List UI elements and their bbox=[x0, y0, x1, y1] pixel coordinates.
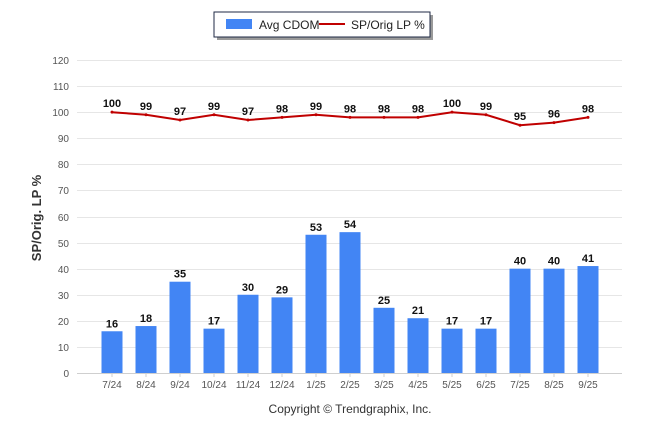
y-axis-label: SP/Orig. LP % bbox=[29, 174, 44, 261]
bar-data-label: 18 bbox=[140, 313, 152, 325]
line-point bbox=[246, 118, 250, 122]
line-point bbox=[586, 115, 590, 119]
y-tick-label: 80 bbox=[58, 160, 70, 171]
x-tick-label: 12/24 bbox=[269, 380, 294, 391]
bar bbox=[101, 331, 123, 373]
bar-data-label: 40 bbox=[514, 256, 526, 268]
bar-series: 16 18 35 17 30 29 53 54 25 21 17 17 40 40 41 bbox=[101, 219, 599, 373]
line-data-label: 98 bbox=[344, 103, 356, 115]
y-tick-label: 110 bbox=[53, 82, 69, 93]
y-tick-label: 40 bbox=[58, 265, 70, 276]
y-tick-label: 60 bbox=[58, 213, 70, 224]
bar bbox=[407, 318, 429, 373]
line-data-label: 99 bbox=[208, 101, 220, 113]
line-point bbox=[110, 110, 114, 114]
bar-data-label: 29 bbox=[276, 284, 288, 296]
bar-data-label: 16 bbox=[106, 318, 118, 330]
bar-data-label: 41 bbox=[582, 253, 594, 265]
line-data-label: 98 bbox=[378, 103, 390, 115]
bar bbox=[475, 328, 497, 373]
x-tick-label: 1/25 bbox=[306, 380, 326, 391]
bar-data-label: 17 bbox=[446, 316, 458, 328]
bar bbox=[339, 232, 361, 373]
x-tick-label: 4/25 bbox=[408, 380, 428, 391]
y-tick-label: 50 bbox=[58, 239, 70, 250]
line-point bbox=[552, 121, 556, 125]
x-tick-label: 9/25 bbox=[578, 380, 598, 391]
x-tick-label: 3/25 bbox=[374, 380, 394, 391]
line-point bbox=[484, 113, 488, 117]
legend-label-sp-orig-lp: SP/Orig LP % bbox=[351, 18, 425, 32]
y-tick-label: 10 bbox=[58, 343, 70, 354]
x-tick-label: 11/24 bbox=[236, 380, 261, 391]
bar-data-label: 53 bbox=[310, 222, 322, 234]
line-point bbox=[518, 123, 522, 127]
bar bbox=[543, 268, 565, 373]
legend-label-avg-cdom: Avg CDOM bbox=[259, 18, 319, 32]
line-data-label: 97 bbox=[242, 106, 254, 118]
legend-swatch-avg-cdom bbox=[226, 19, 252, 29]
line-data-label: 100 bbox=[443, 98, 461, 110]
copyright-text: Copyright © Trendgraphix, Inc. bbox=[269, 402, 432, 416]
x-tick-label: 2/25 bbox=[340, 380, 360, 391]
bar bbox=[305, 234, 327, 373]
y-tick-label: 70 bbox=[58, 186, 70, 197]
line-point bbox=[348, 115, 352, 119]
line-point bbox=[450, 110, 454, 114]
line-data-label: 97 bbox=[174, 106, 186, 118]
y-axis-ticks: 0 10 20 30 40 50 60 70 80 90 100 110 120 bbox=[52, 56, 69, 380]
x-tick-label: 8/25 bbox=[544, 380, 564, 391]
bar bbox=[271, 297, 293, 373]
x-tick-label: 6/25 bbox=[476, 380, 496, 391]
y-tick-label: 90 bbox=[58, 134, 70, 145]
x-tick-label: 7/24 bbox=[102, 380, 122, 391]
bar bbox=[203, 328, 225, 373]
line-series: 100 99 97 99 97 98 99 98 98 98 100 99 95 96 98 bbox=[103, 98, 594, 127]
bar bbox=[373, 307, 395, 373]
line-point bbox=[212, 113, 216, 117]
line-data-label: 99 bbox=[480, 101, 492, 113]
bar-data-label: 30 bbox=[242, 282, 254, 294]
bar bbox=[441, 328, 463, 373]
bar-data-label: 54 bbox=[344, 219, 357, 231]
bar-data-label: 17 bbox=[208, 316, 220, 328]
line-point bbox=[382, 115, 386, 119]
x-tick-label: 10/24 bbox=[201, 380, 226, 391]
x-tick-label: 9/24 bbox=[170, 380, 190, 391]
line-point bbox=[416, 115, 420, 119]
line-data-label: 95 bbox=[514, 111, 526, 123]
bar-data-label: 25 bbox=[378, 295, 390, 307]
line-data-label: 99 bbox=[140, 101, 152, 113]
bar-data-label: 35 bbox=[174, 269, 186, 281]
line-data-label: 98 bbox=[276, 103, 288, 115]
y-tick-label: 100 bbox=[52, 108, 69, 119]
bar-data-label: 21 bbox=[412, 305, 424, 317]
line-point bbox=[178, 118, 182, 122]
x-tick-label: 8/24 bbox=[136, 380, 156, 391]
y-tick-label: 0 bbox=[63, 369, 69, 380]
bar bbox=[169, 281, 191, 373]
legend: Avg CDOM SP/Orig LP % bbox=[213, 11, 433, 40]
line-data-label: 96 bbox=[548, 109, 560, 121]
bar-data-label: 40 bbox=[548, 256, 560, 268]
line-point bbox=[314, 113, 318, 117]
bar bbox=[577, 266, 599, 373]
line-data-label: 98 bbox=[582, 103, 594, 115]
line-data-label: 99 bbox=[310, 101, 322, 113]
line-data-label: 100 bbox=[103, 98, 121, 110]
x-tick-label: 7/25 bbox=[510, 380, 530, 391]
y-tick-label: 20 bbox=[58, 317, 70, 328]
x-axis-ticks: 7/24 8/24 9/24 10/24 11/24 12/24 1/25 2/25 3/25 4… bbox=[102, 373, 598, 391]
bar bbox=[237, 294, 259, 373]
y-tick-label: 120 bbox=[52, 56, 69, 67]
line-data-label: 98 bbox=[412, 103, 424, 115]
line-point bbox=[280, 115, 284, 119]
bar bbox=[509, 268, 531, 373]
bar-data-label: 17 bbox=[480, 316, 492, 328]
bar bbox=[135, 326, 157, 373]
line-point bbox=[144, 113, 148, 117]
x-tick-label: 5/25 bbox=[442, 380, 462, 391]
y-tick-label: 30 bbox=[58, 291, 70, 302]
